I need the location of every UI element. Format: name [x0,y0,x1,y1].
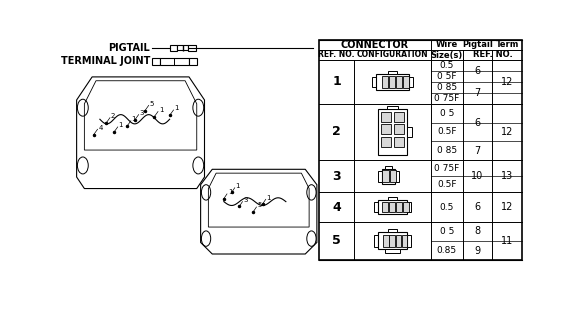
Bar [393,137,404,147]
Text: REF. NO.: REF. NO. [318,51,355,60]
Bar [376,74,409,90]
Bar [378,232,407,249]
Text: 8: 8 [474,226,480,236]
Text: 12: 12 [501,202,513,212]
Text: 6: 6 [474,202,480,212]
Text: 3: 3 [243,197,248,203]
Bar [383,235,389,247]
Bar [388,197,397,200]
Text: 0 75F: 0 75F [434,94,459,103]
Text: Wire
Size(s): Wire Size(s) [431,40,463,60]
Text: REF. NO.: REF. NO. [473,51,512,60]
Text: 1: 1 [119,123,123,128]
Bar [403,76,409,88]
Bar [390,170,396,182]
Bar [152,59,159,65]
Bar [403,202,409,212]
Bar [393,112,404,122]
Text: 1: 1 [267,195,271,201]
Bar [396,202,402,212]
Bar [374,235,378,247]
Bar [385,249,400,253]
Bar [159,58,189,65]
Text: 0 5: 0 5 [439,109,454,118]
Text: 9: 9 [474,245,480,256]
Text: 3: 3 [332,170,341,183]
Bar [382,170,389,182]
Text: 5: 5 [332,235,341,247]
Bar [388,71,397,74]
Text: 1: 1 [236,183,240,189]
Text: Term: Term [495,40,519,50]
Bar [389,76,395,88]
Bar [382,169,395,184]
Text: 0 75F: 0 75F [434,164,459,173]
Bar [382,202,388,212]
Text: 6: 6 [474,66,480,76]
Bar [378,109,407,155]
Text: 7: 7 [474,88,480,98]
Text: 12: 12 [501,127,513,137]
Text: CONFIGURATION: CONFIGURATION [357,51,428,60]
Text: 0 5F: 0 5F [437,72,456,81]
Bar [178,45,188,50]
Text: 1: 1 [132,116,136,122]
Bar [319,40,522,260]
Bar [378,200,407,214]
Text: 6: 6 [474,117,480,128]
Text: 13: 13 [501,171,513,181]
Text: 0.85: 0.85 [436,246,457,255]
Bar [389,235,395,247]
Bar [385,166,392,169]
Bar [389,202,395,212]
Text: CONNECTOR: CONNECTOR [341,40,409,50]
Bar [407,235,411,247]
Bar [374,203,378,212]
Text: 5: 5 [257,203,261,209]
Text: 3: 3 [140,110,144,116]
Bar [407,127,412,137]
Text: 0 85: 0 85 [436,146,457,155]
Bar [189,59,197,65]
Bar [396,76,402,88]
Text: 1: 1 [159,107,164,113]
Text: 10: 10 [471,171,484,181]
Bar [381,124,391,134]
Text: 5: 5 [150,101,154,107]
Text: Pigtail: Pigtail [462,40,493,50]
Bar [388,229,397,232]
Text: 2: 2 [111,113,115,119]
Text: 1: 1 [228,189,232,196]
Text: 0.5F: 0.5F [437,127,456,136]
Text: 4: 4 [98,125,102,131]
Bar [372,76,376,87]
Text: 0 85: 0 85 [436,83,457,92]
Text: TERMINAL JOINT: TERMINAL JOINT [61,57,150,67]
Text: PIGTAIL: PIGTAIL [108,43,150,52]
Bar [381,137,391,147]
Text: 0.5: 0.5 [439,203,454,212]
Bar [382,76,388,88]
Bar [395,171,399,182]
Text: 12: 12 [501,77,513,87]
Text: 1: 1 [332,76,341,88]
Text: 0 5: 0 5 [439,227,454,236]
Text: 2: 2 [332,125,341,139]
Bar [409,76,413,87]
Text: 7: 7 [474,146,480,156]
Bar [393,124,404,134]
Text: 1: 1 [174,106,179,111]
Text: 4: 4 [332,201,341,213]
Text: 11: 11 [501,236,513,246]
Bar [378,171,382,182]
Bar [381,112,391,122]
Bar [188,44,196,51]
Text: 0.5: 0.5 [439,61,454,70]
Bar [396,235,401,247]
Text: 0.5F: 0.5F [437,180,456,189]
Bar [169,44,178,51]
Bar [387,106,398,109]
Bar [407,203,411,212]
Bar [402,235,407,247]
